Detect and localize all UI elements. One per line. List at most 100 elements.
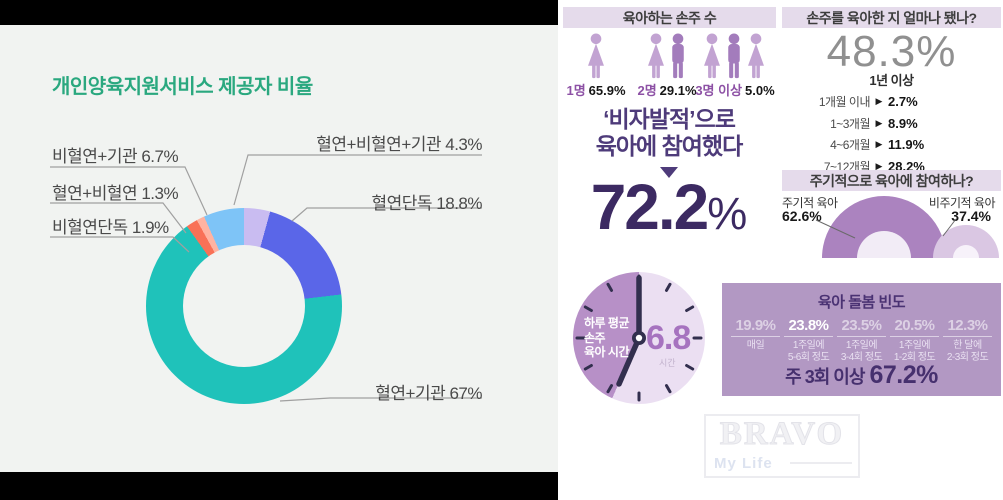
frequency-value: 23.8% [788, 317, 829, 334]
arrow-right-icon: ▶ [875, 160, 883, 171]
count-value: 5.0% [745, 83, 775, 98]
frequency-label: 한 달에 [953, 340, 982, 351]
count-label: 3명 이상 [695, 83, 743, 98]
person-male-icon [672, 33, 684, 79]
arrow-right-icon: ▶ [875, 139, 883, 149]
frequency-column: 12.3% 한 달에 2-3회 정도 [943, 317, 992, 363]
one-grandchild-label: 1명 65.9% [566, 80, 625, 99]
watermark-rule [790, 462, 852, 464]
duration-row-label: 4~6개월 [830, 138, 870, 152]
involuntary-line1: ‘비자발적’으로 [603, 106, 736, 132]
frequency-label2: 2-3회 정도 [946, 351, 989, 363]
frequency-summary-label: 주 3회 이상 [785, 367, 865, 387]
frequency-column: 19.9% 매일 [731, 317, 780, 363]
three-grandchildren-icons [701, 33, 767, 79]
frequency-column: 23.5% 1주일에 3-4회 정도 [837, 317, 886, 363]
frequency-column-highlighted: 23.8% 1주일에 5-6회 정도 [784, 317, 833, 363]
grandchildren-header: 육아하는 손주 수 [563, 7, 776, 28]
count-label: 1명 [566, 83, 586, 98]
frequency-column: 20.5% 1주일에 1-2회 정도 [890, 317, 939, 363]
duration-top-value: 48.3% [826, 27, 957, 76]
involuntary-number: 72.2 [590, 171, 710, 243]
duration-top-label: 1년 이상 [869, 73, 914, 88]
involuntary-statement: ‘비자발적’으로 육아에 참여했다 [558, 106, 780, 160]
duration-row-value: 11.9% [888, 137, 925, 152]
frequency-label2: 1-2회 정도 [893, 351, 936, 363]
irregular-care-semicircle [933, 225, 999, 258]
frequency-label: 1주일에 [898, 340, 931, 351]
person-female-icon [588, 33, 604, 79]
frequency-value: 19.9% [735, 317, 776, 334]
provider-ratio-card: 개인양육지원서비스 제공자 비율 비혈연+기관 6.7% 혈연+비혈연 1.3%… [0, 25, 558, 472]
regular-care-value: 62.6% [782, 208, 822, 224]
count-value: 29.1% [659, 83, 697, 98]
frequency-label2: 3-4회 정도 [840, 351, 883, 363]
care-frequency-header: 육아 돌봄 빈도 [817, 294, 906, 311]
two-grandchildren-label: 2명 29.1% [637, 80, 696, 99]
clock-caption-line1: 하루 평균 [584, 316, 630, 330]
count-value: 65.9% [588, 83, 626, 98]
care-frequency-columns: 19.9% 매일 23.8% 1주일에 5-6회 정도 23.5% 1주일에 3-4… [722, 317, 1001, 363]
frequency-value: 23.5% [841, 317, 882, 334]
duration-row-value: 8.9% [888, 115, 918, 131]
person-male-icon [728, 33, 740, 79]
clock-face-icon [575, 274, 703, 402]
donut-label-blood-nonblood-institution: 혈연+비혈연+기관 4.3% [316, 135, 482, 154]
donut-label-nonblood-institution: 비혈연+기관 6.7% [52, 147, 179, 166]
clock-caption-line3: 육아 시간 [584, 345, 630, 359]
provider-donut-chart [146, 208, 342, 404]
involuntary-value: 72.2% [558, 170, 780, 244]
duration-row-value: 2.7% [888, 94, 918, 109]
daily-hours-unit: 시간 [659, 358, 676, 368]
clock-caption: 하루 평균 손주 육아 시간 [584, 316, 630, 360]
bravo-logo-subtitle: My Life [714, 455, 773, 472]
provider-ratio-panel: 개인양육지원서비스 제공자 비율 비혈연+기관 6.7% 혈연+비혈연 1.3%… [0, 0, 558, 500]
irregular-care-value: 37.4% [951, 208, 991, 224]
frequency-value: 20.5% [894, 317, 935, 334]
percent-sign: % [707, 188, 748, 239]
donut-leader-lines [50, 154, 482, 402]
frequency-label: 1주일에 [845, 340, 878, 351]
frequency-value: 12.3% [947, 317, 988, 334]
regular-care-semicircle [822, 196, 946, 258]
donut-label-blood-institution: 혈연+기관 67% [375, 384, 482, 403]
arrow-right-icon: ▶ [875, 117, 883, 128]
duration-row-value: 28.2% [888, 158, 925, 174]
person-female-icon [748, 33, 764, 79]
donut-label-blood-nonblood: 혈연+비혈연 1.3% [52, 184, 179, 203]
duration-row-label: 1~3개월 [830, 116, 870, 131]
bravo-watermark: BRAVO My Life [704, 414, 860, 478]
duration-row-label: 1개월 이내 [818, 95, 871, 109]
three-grandchildren-label: 3명 이상 5.0% [695, 80, 774, 99]
involuntary-line2: 육아에 참여했다 [595, 133, 744, 159]
provider-ratio-title: 개인양육지원서비스 제공자 비율 [52, 76, 313, 98]
irregular-care-label: 비주기적 육아 [928, 196, 996, 210]
person-female-icon [704, 33, 720, 79]
one-grandchild-icons [585, 33, 607, 79]
bravo-logo: BRAVO [719, 416, 845, 453]
person-female-icon [648, 33, 664, 79]
duration-breakdown: 1개월 이내 ▶ 2.7% 1~3개월 ▶ 8.9% 4~6개월 ▶ 11.9% 7~12개… [788, 93, 973, 175]
donut-label-blood-only: 혈연단독 18.8% [371, 194, 483, 213]
daily-hours-clock [573, 272, 705, 404]
down-arrow-icon [660, 167, 678, 178]
frequency-label: 매일 [746, 340, 765, 351]
clock-caption-line2: 손주 [584, 330, 606, 345]
frequency-label: 1주일에 [792, 340, 825, 351]
regular-care-label: 주기적 육아 [782, 196, 838, 210]
arrow-right-icon: ▶ [875, 96, 883, 106]
regularity-leader-lines [815, 218, 957, 239]
duration-header: 손주를 육아한 지 얼마나 됐나? [782, 7, 1001, 28]
two-grandchildren-icons [645, 33, 689, 79]
count-label: 2명 [637, 83, 657, 98]
grandparent-care-panel: 육아하는 손주 수 1명 65.9% 2명 29.1% 3명 이상 5.0% 손주를 … [558, 0, 1003, 500]
frequency-label2: 5-6회 정도 [787, 351, 830, 363]
donut-hole [183, 245, 305, 367]
care-frequency-box: 육아 돌봄 빈도 19.9% 매일 23.8% 1주일에 5-6회 정도 23.5… [722, 283, 1001, 396]
frequency-summary-value: 67.2% [869, 361, 938, 389]
frequency-summary: 주 3회 이상 67.2% [722, 361, 1001, 390]
regularity-header: 주기적으로 육아에 참여하나? [782, 170, 1001, 191]
daily-hours-value: 6.8 [646, 319, 691, 357]
donut-label-nonblood-only: 비혈연단독 1.9% [52, 218, 169, 237]
